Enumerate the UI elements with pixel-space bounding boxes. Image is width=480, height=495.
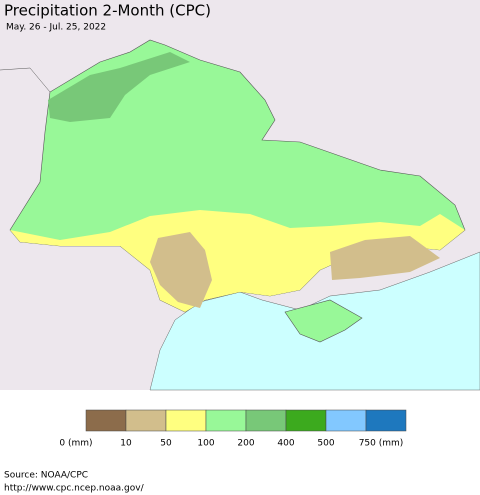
peninsula xyxy=(284,299,363,343)
borders xyxy=(0,67,51,93)
legend-swatch xyxy=(205,409,247,432)
legend-swatch xyxy=(325,409,367,432)
dry-band xyxy=(10,210,465,312)
title: Precipitation 2-Month (CPC) xyxy=(4,2,211,20)
legend-label: 0 (mm) xyxy=(59,439,92,449)
legend-label: 10 xyxy=(120,439,132,449)
legend-swatch xyxy=(125,409,167,432)
source-label: Source: NOAA/CPC xyxy=(4,471,88,481)
legend-label: 400 xyxy=(277,439,294,449)
legend-label: 500 xyxy=(317,439,334,449)
legend: 0 (mm) 10 50 100 200 400 500 750 (mm) xyxy=(59,409,407,449)
wet-zone xyxy=(48,52,190,122)
legend-swatch xyxy=(165,409,207,432)
legend-swatch xyxy=(245,409,287,432)
legend-swatch xyxy=(285,409,327,432)
legend-label: 750 (mm) xyxy=(359,439,404,449)
source-url: http://www.cpc.ncep.noaa.gov/ xyxy=(4,484,145,494)
legend-label: 100 xyxy=(197,439,214,449)
subtitle: May. 26 - Jul. 25, 2022 xyxy=(6,23,106,33)
very-dry-west xyxy=(150,232,212,308)
legend-label: 200 xyxy=(237,439,254,449)
legend-label: 50 xyxy=(160,439,172,449)
legend-swatch xyxy=(85,409,127,432)
legend-swatch xyxy=(365,409,407,432)
map xyxy=(0,0,480,391)
very-dry-east xyxy=(330,236,440,280)
